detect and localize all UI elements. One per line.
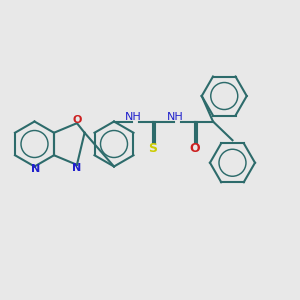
Text: N: N — [72, 163, 82, 173]
Text: NH: NH — [125, 112, 142, 122]
Text: O: O — [190, 142, 200, 155]
Text: S: S — [148, 142, 158, 155]
Text: N: N — [32, 164, 40, 175]
Text: NH: NH — [167, 112, 184, 122]
Text: O: O — [72, 115, 82, 125]
